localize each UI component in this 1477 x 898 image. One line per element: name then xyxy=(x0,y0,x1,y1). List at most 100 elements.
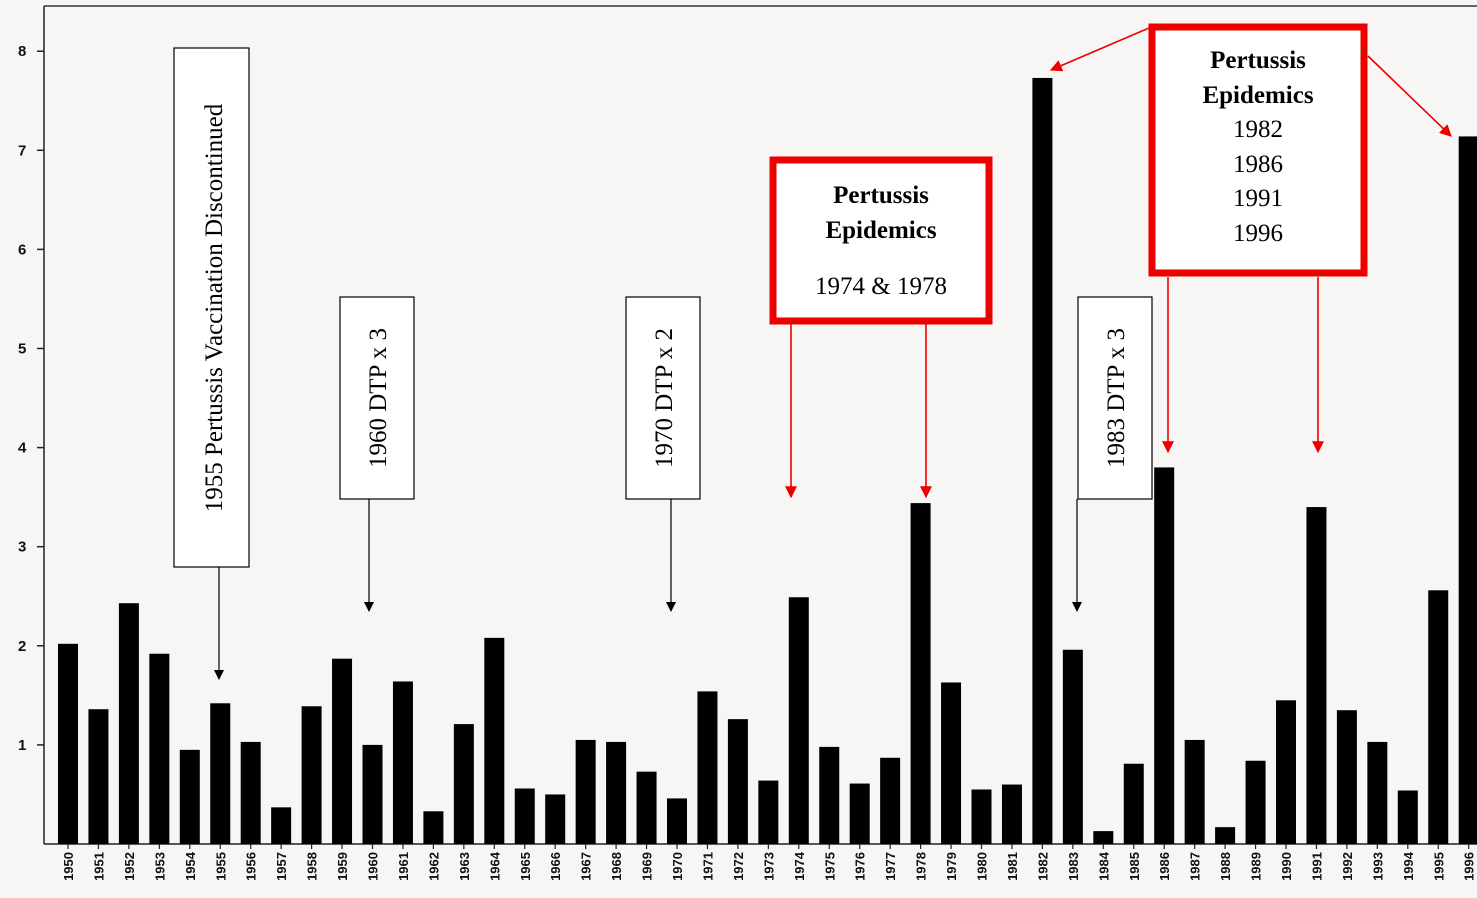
bar-1982 xyxy=(1032,77,1053,844)
x-tick-label-1973: 1973 xyxy=(761,852,776,881)
x-tick-label-1982: 1982 xyxy=(1035,852,1050,881)
bar-1977 xyxy=(880,757,901,844)
bar-1951 xyxy=(88,709,109,844)
bar-1960 xyxy=(362,744,383,844)
bar-1995 xyxy=(1428,590,1449,844)
bar-1981 xyxy=(1001,784,1022,844)
bar-1959 xyxy=(332,658,353,844)
x-tick-label-1981: 1981 xyxy=(1005,852,1020,881)
x-tick-label-1969: 1969 xyxy=(640,852,655,881)
x-tick-label-1957: 1957 xyxy=(274,852,289,881)
x-tick-label-1977: 1977 xyxy=(883,852,898,881)
epidemic-box-2-year-1982: 1982 xyxy=(1233,116,1283,143)
x-tick-label-1950: 1950 xyxy=(61,852,76,881)
x-tick-label-1958: 1958 xyxy=(305,852,320,881)
bar-1966 xyxy=(545,794,566,844)
bar-1972 xyxy=(727,719,748,844)
annotation-epidemic-1982-1996: Pertussis Epidemics 1982 1986 1991 1996 xyxy=(1049,23,1452,454)
bar-1992 xyxy=(1336,710,1357,844)
vaccination-label: 1955 Pertussis Vaccination Discontinued xyxy=(201,103,228,512)
bar-1988 xyxy=(1215,827,1236,844)
y-tick-label: 5 xyxy=(18,341,26,358)
y-tick-label: 6 xyxy=(18,241,26,258)
dtp-1983-label: 1983 DTP x 3 xyxy=(1103,328,1130,468)
bar-1964 xyxy=(484,637,505,844)
bar-1970 xyxy=(667,798,687,844)
epidemic-arrow-1996 xyxy=(1367,55,1452,137)
epidemic-box-2-title-2: Epidemics xyxy=(1202,82,1313,109)
bar-1978 xyxy=(910,503,931,844)
bar-1958 xyxy=(301,706,322,844)
bar-1983 xyxy=(1062,649,1083,844)
epidemic-box-2-year-1996: 1996 xyxy=(1233,220,1283,247)
bar-1973 xyxy=(758,780,779,844)
annotation-dtp-1970: 1970 DTP x 2 xyxy=(625,296,701,612)
y-tick-label: 2 xyxy=(18,638,26,655)
x-tick-label-1966: 1966 xyxy=(548,852,563,881)
x-tick-label-1991: 1991 xyxy=(1309,852,1324,881)
bar-1962 xyxy=(423,811,444,844)
x-tick-label-1989: 1989 xyxy=(1249,852,1264,881)
bar-1989 xyxy=(1245,760,1266,844)
bar-1953 xyxy=(149,653,170,844)
y-tick-label: 3 xyxy=(18,539,26,556)
x-tick-label-1987: 1987 xyxy=(1188,852,1203,881)
x-tick-label-1988: 1988 xyxy=(1218,852,1233,881)
bar-1991 xyxy=(1306,507,1327,844)
bar-1965 xyxy=(514,788,535,844)
bars-group xyxy=(58,77,1477,844)
bar-1975 xyxy=(819,746,840,844)
bar-1956 xyxy=(240,741,261,844)
x-tick-label-1960: 1960 xyxy=(366,852,381,881)
bar-1971 xyxy=(697,691,718,844)
x-tick-label-1955: 1955 xyxy=(213,852,228,881)
x-tick-label-1996: 1996 xyxy=(1462,852,1477,881)
y-tick-label: 4 xyxy=(18,440,27,457)
bar-1952 xyxy=(118,603,139,844)
bar-1974 xyxy=(788,597,809,844)
bar-1967 xyxy=(575,739,596,844)
bar-1986 xyxy=(1154,467,1175,844)
bar-1996 xyxy=(1458,136,1477,844)
bar-1979 xyxy=(941,682,962,844)
epidemic-box-1-title-1: Pertussis xyxy=(833,182,929,209)
x-tick-label-1975: 1975 xyxy=(822,852,837,881)
x-tick-label-1967: 1967 xyxy=(579,852,594,881)
x-tick-label-1978: 1978 xyxy=(914,852,929,881)
epidemic-box-2-year-1986: 1986 xyxy=(1233,151,1283,178)
x-tick-label-1964: 1964 xyxy=(487,851,502,881)
x-tick-label-1952: 1952 xyxy=(122,852,137,881)
bar-1985 xyxy=(1123,763,1144,844)
x-tick-label-1970: 1970 xyxy=(670,852,685,881)
x-tick-label-1995: 1995 xyxy=(1431,852,1446,881)
x-tick-label-1951: 1951 xyxy=(91,852,106,881)
bar-1980 xyxy=(971,789,992,844)
x-tick-label-1979: 1979 xyxy=(944,852,959,881)
x-tick-label-1974: 1974 xyxy=(792,851,807,881)
x-tick-label-1965: 1965 xyxy=(518,852,533,881)
x-axis-labels: 1950 1951 1952 1953 1954 1955 1956 1957 1958 1959… xyxy=(61,844,1477,881)
x-tick-label-1961: 1961 xyxy=(396,852,411,881)
x-tick-label-1986: 1986 xyxy=(1157,852,1172,881)
bar-1961 xyxy=(392,681,413,844)
epidemic-arrow-1982 xyxy=(1049,27,1150,72)
y-tick-label: 1 xyxy=(18,737,26,754)
bar-1955 xyxy=(210,703,231,844)
epidemic-box-2-title-1: Pertussis xyxy=(1210,47,1306,74)
annotation-dtp-1983: 1983 DTP x 3 xyxy=(1072,296,1153,612)
bar-1993 xyxy=(1367,741,1388,844)
dtp-1970-label: 1970 DTP x 2 xyxy=(651,328,678,468)
y-tick-label: 7 xyxy=(18,142,26,159)
y-axis-ticks: 1 2 3 4 5 6 7 8 xyxy=(18,43,44,754)
x-tick-label-1980: 1980 xyxy=(975,852,990,881)
epidemic-box-1-years: 1974 & 1978 xyxy=(815,273,947,300)
dtp-1960-label: 1960 DTP x 3 xyxy=(365,328,392,468)
x-tick-label-1990: 1990 xyxy=(1279,852,1294,881)
annotation-vaccination-1955: 1955 Pertussis Vaccination Discontinued xyxy=(173,47,250,680)
x-tick-label-1962: 1962 xyxy=(426,852,441,881)
bar-1968 xyxy=(606,741,627,844)
bar-1984 xyxy=(1093,831,1114,844)
x-tick-label-1972: 1972 xyxy=(731,852,746,881)
x-tick-label-1994: 1994 xyxy=(1401,851,1416,881)
